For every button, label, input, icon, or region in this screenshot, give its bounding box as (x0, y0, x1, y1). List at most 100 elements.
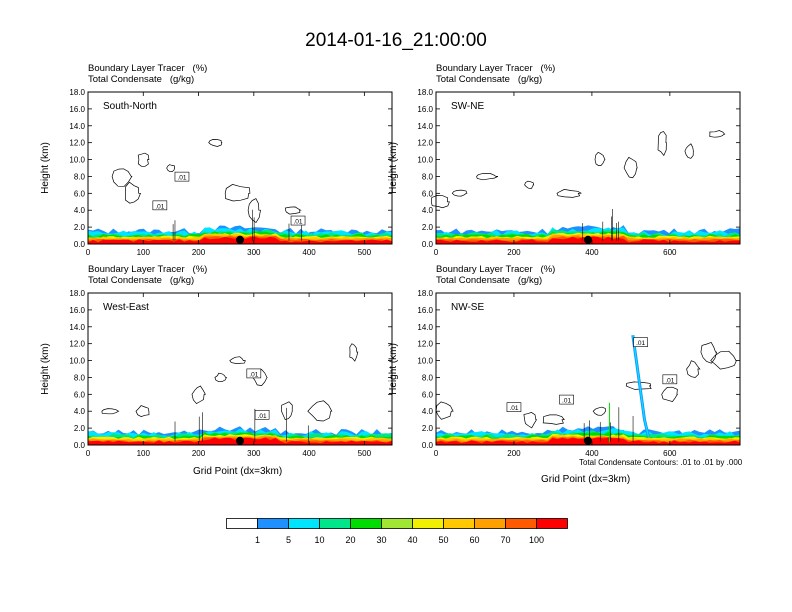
condensate-contour (214, 372, 227, 383)
y-tick-label: 12.0 (69, 139, 85, 148)
contour-label: .01 (155, 203, 164, 210)
contour-label: .01 (509, 405, 518, 412)
x-tick-label: 200 (507, 449, 521, 458)
panel-label: South-North (103, 101, 157, 112)
condensate-contour (592, 406, 607, 416)
colorbar-swatch (443, 518, 475, 529)
tracer-label: Boundary Layer Tracer (%) (436, 63, 556, 74)
contour-label-box (559, 394, 574, 405)
plot-frame (87, 91, 393, 245)
x-tick-label: 100 (137, 248, 151, 257)
y-tick-label: 2.0 (74, 424, 86, 433)
contour-label-box (152, 200, 168, 211)
colorbar-swatch (350, 518, 382, 529)
condensate-contour (625, 381, 652, 390)
contour-footnote: Total Condensate Contours: .01 to .01 by… (579, 458, 743, 467)
contour-label: .01 (636, 340, 645, 347)
colorbar-swatch (319, 518, 351, 529)
condensate-contour (686, 360, 701, 378)
y-tick-label: 14.0 (417, 122, 433, 131)
y-tick-label: 6.0 (74, 189, 86, 198)
y-tick-label: 18.0 (69, 88, 85, 97)
contour-label: .01 (249, 371, 258, 378)
panel-header: Boundary Layer Tracer (%) Total Condensat… (436, 264, 555, 286)
y-tick-label: 4.0 (422, 407, 434, 416)
y-tick-label: 8.0 (422, 172, 434, 181)
colorbar-swatch (381, 518, 413, 529)
condensate-contour (307, 400, 333, 422)
colorbar-swatch (257, 518, 289, 529)
y-tick-label: 2.0 (422, 223, 434, 232)
plot-frame (435, 292, 741, 446)
contour-label-box (290, 215, 306, 226)
contour-label: .01 (562, 398, 571, 405)
x-tick-label: 500 (358, 248, 372, 257)
y-tick-label: 2.0 (422, 424, 434, 433)
x-tick-label: 0 (434, 248, 439, 257)
condensate-contour (111, 168, 133, 187)
tracer-label: Boundary Layer Tracer (%) (88, 63, 208, 74)
condensate-contour (284, 206, 302, 215)
panel-label: West-East (103, 302, 149, 313)
tracer-plume (632, 335, 649, 437)
colorbar-swatch (288, 518, 320, 529)
y-tick-label: 4.0 (74, 206, 86, 215)
condensate-contour (594, 151, 606, 166)
y-tick-label: 6.0 (74, 390, 86, 399)
x-axis-title: Grid Point (dx=3km) (541, 474, 631, 485)
panel-label: NW-SE (451, 302, 484, 313)
condensate-contour (556, 189, 582, 198)
y-tick-label: 0.0 (74, 240, 86, 249)
contour-label-box (254, 409, 270, 420)
y-tick-label: 8.0 (74, 172, 86, 181)
y-tick-label: 6.0 (422, 189, 434, 198)
x-tick-label: 600 (663, 449, 677, 458)
contour-label-box (506, 402, 522, 412)
panel-header: Boundary Layer Tracer (%) Total Condensat… (88, 63, 207, 85)
y-axis-title: Height (km) (40, 142, 51, 194)
y-tick-label: 16.0 (417, 306, 433, 315)
colorbar-label: 60 (469, 535, 479, 545)
panel-header: Boundary Layer Tracer (%) Total Condensat… (436, 63, 555, 85)
y-axis-title: Height (km) (388, 343, 399, 395)
x-tick-label: 200 (507, 248, 521, 257)
x-axis-title: Grid Point (dx=3km) (193, 466, 283, 477)
plot-frame (87, 292, 393, 446)
condensate-contour (524, 180, 535, 190)
colorbar-label: 40 (407, 535, 417, 545)
colorbar-swatch (505, 518, 537, 529)
condensate-contour (623, 156, 638, 179)
colorbar: 1 5 10 20 30 40 50 60 70 100 (226, 518, 568, 545)
plot-frame (435, 91, 741, 245)
panel-west-east: .01 .01 0.0 2.0 4.0 6.0 8.0 10.0 12.0 14.0 16.0 18.… (40, 289, 393, 458)
condensate-contour (451, 189, 468, 197)
condensate-contour (229, 356, 246, 364)
contour-label: .01 (294, 219, 303, 226)
y-axis-title: Height (km) (388, 142, 399, 194)
plot-area (436, 293, 740, 445)
plot-area (88, 92, 392, 244)
x-tick-label: 400 (585, 449, 599, 458)
condensate-contour (137, 152, 150, 167)
condensate-contour (661, 386, 679, 403)
contour-label: .01 (177, 175, 186, 182)
y-tick-label: 12.0 (417, 340, 433, 349)
y-tick-label: 0.0 (74, 441, 86, 450)
y-tick-label: 18.0 (417, 88, 433, 97)
y-tick-label: 2.0 (74, 223, 86, 232)
condensate-contour (542, 414, 565, 425)
x-tick-label: 200 (192, 248, 206, 257)
panel-south-north: .01 .01 .01 0.0 2.0 4.0 6.0 8.0 10.0 12.0 14.0 16.0… (40, 88, 393, 257)
y-tick-label: 14.0 (417, 323, 433, 332)
panel-nw-se: .01 .01 .01 .01 0.0 2.0 4.0 6.0 8.0 10.0 12.0 14.0 1… (388, 289, 741, 458)
contour-label-box (246, 368, 262, 379)
y-tick-label: 8.0 (422, 373, 434, 382)
y-tick-label: 16.0 (69, 105, 85, 114)
x-tick-label: 0 (86, 449, 91, 458)
condensate-contour (191, 385, 206, 405)
location-marker (236, 436, 244, 445)
condensate-contour (208, 139, 223, 147)
colorbar-label: 10 (314, 535, 324, 545)
x-tick-label: 400 (302, 449, 316, 458)
panel-label: SW-NE (451, 101, 484, 112)
